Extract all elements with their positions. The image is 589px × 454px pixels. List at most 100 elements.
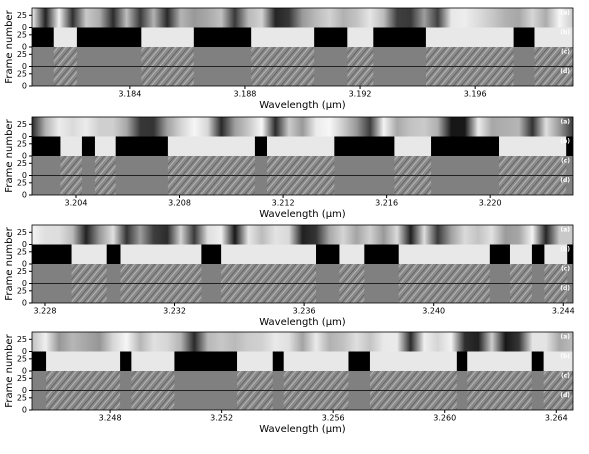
strip-label: (a) (560, 334, 570, 341)
y-tick-label: 0 (22, 82, 27, 91)
strip-label: (c) (561, 373, 570, 380)
y-tick-label: 25 (17, 30, 27, 39)
y-tick-label: 25 (17, 286, 27, 295)
y-tick-label: 0 (22, 23, 27, 32)
window-c (467, 371, 532, 391)
y-tick-label: 0 (22, 62, 27, 71)
x-tick-label: 3.216 (375, 199, 398, 208)
strip-label: (d) (560, 392, 570, 399)
window-d (534, 66, 573, 86)
y-axis-label: Frame number (4, 118, 15, 192)
window-b (425, 27, 514, 47)
strip-label: (a) (560, 119, 570, 126)
window-d (425, 66, 514, 86)
window-c (237, 371, 273, 391)
x-tick-label: 3.192 (349, 90, 372, 99)
window-d (394, 175, 432, 195)
window-c (94, 156, 116, 176)
window-c (120, 264, 202, 284)
window-d (237, 390, 273, 410)
window-c (544, 264, 568, 284)
y-tick-label: 0 (22, 43, 27, 52)
x-tick-label: 3.196 (464, 90, 487, 99)
strip-label: (c) (561, 266, 570, 273)
x-axis-label: Wavelength (μm) (259, 100, 346, 111)
window-b (221, 244, 317, 264)
window-d (339, 283, 365, 303)
window-c (369, 371, 457, 391)
x-tick-label: 3.220 (479, 199, 502, 208)
x-tick-label: 3.212 (272, 199, 295, 208)
window-c (534, 47, 573, 67)
window-b (394, 136, 432, 156)
strip-label: (c) (561, 158, 570, 165)
window-d (499, 175, 567, 195)
y-tick-label: 25 (17, 393, 27, 402)
y-tick-label: 0 (22, 386, 27, 395)
y-tick-label: 0 (22, 299, 27, 308)
window-b (509, 244, 532, 264)
window-b (347, 27, 374, 47)
window-d (467, 390, 532, 410)
window-d (60, 175, 82, 195)
window-c (251, 47, 315, 67)
y-tick-label: 25 (17, 178, 27, 187)
y-tick-label: 25 (17, 228, 27, 237)
window-d (53, 66, 77, 86)
strip-a (32, 332, 573, 352)
window-c (339, 264, 365, 284)
x-tick-label: 3.228 (34, 307, 57, 316)
window-b (499, 136, 567, 156)
strip-label: (c) (561, 49, 570, 56)
y-tick-label: 0 (22, 132, 27, 141)
window-d (46, 390, 121, 410)
window-c (221, 264, 317, 284)
window-b (53, 27, 77, 47)
window-d (544, 283, 568, 303)
x-tick-label: 3.248 (99, 414, 122, 423)
y-tick-label: 25 (17, 11, 27, 20)
y-tick-label: 0 (22, 367, 27, 376)
x-tick-label: 3.260 (433, 414, 456, 423)
y-tick-label: 0 (22, 347, 27, 356)
window-c (141, 47, 194, 67)
strip-label: (a) (560, 10, 570, 17)
x-axis-label: Wavelength (μm) (259, 209, 346, 220)
y-tick-label: 25 (17, 374, 27, 383)
window-b (534, 27, 573, 47)
window-c (394, 156, 432, 176)
y-tick-label: 0 (22, 406, 27, 415)
window-b (120, 244, 202, 264)
window-b (46, 351, 121, 371)
window-d (398, 283, 490, 303)
x-tick-label: 3.188 (233, 90, 256, 99)
window-c (499, 156, 567, 176)
window-d (251, 66, 315, 86)
strip-a (32, 117, 573, 137)
window-b (467, 351, 532, 371)
x-tick-label: 3.236 (293, 307, 316, 316)
window-b (267, 136, 335, 156)
window-b (398, 244, 490, 264)
window-c (167, 156, 255, 176)
y-tick-label: 25 (17, 267, 27, 276)
window-d (120, 283, 202, 303)
y-tick-label: 25 (17, 247, 27, 256)
x-tick-label: 3.264 (545, 414, 568, 423)
window-b (237, 351, 273, 371)
window-c (398, 264, 490, 284)
strip-label: (d) (560, 285, 570, 292)
x-tick-label: 3.204 (65, 199, 88, 208)
y-tick-label: 25 (17, 50, 27, 59)
window-d (543, 390, 573, 410)
y-tick-label: 0 (22, 240, 27, 249)
y-axis-label: Frame number (4, 333, 15, 407)
window-b (369, 351, 457, 371)
window-d (283, 390, 349, 410)
y-tick-label: 25 (17, 139, 27, 148)
window-c (60, 156, 82, 176)
window-c (283, 371, 349, 391)
window-c (131, 371, 175, 391)
y-tick-label: 0 (22, 152, 27, 161)
